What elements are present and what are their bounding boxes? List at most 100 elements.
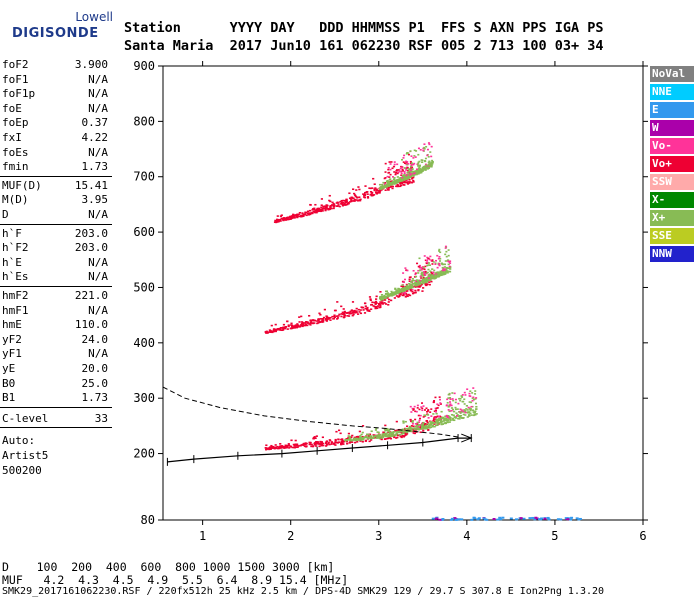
echo-mark [422, 169, 425, 171]
echo-mark [429, 277, 432, 280]
echo-mark [325, 207, 328, 209]
echo-mark [399, 178, 402, 180]
echo-mark [450, 407, 454, 409]
echo-mark [409, 150, 412, 153]
echo-mark [421, 424, 424, 427]
echo-mark [279, 446, 282, 448]
echo-mark [440, 410, 443, 413]
echo-mark [375, 427, 378, 430]
echo-mark [409, 287, 412, 290]
echo-mark [391, 432, 394, 434]
echo-mark [311, 322, 314, 324]
echo-mark [432, 422, 436, 424]
echo-mark [455, 412, 458, 415]
echo-mark [461, 394, 464, 396]
echo-mark [395, 437, 398, 439]
echo-mark [421, 170, 424, 172]
echo-mark [437, 275, 441, 278]
echo-mark [436, 407, 439, 409]
echo-mark [269, 447, 273, 449]
echo-mark [444, 268, 447, 270]
echo-mark [391, 180, 395, 183]
echo-mark [427, 264, 430, 266]
echo-mark [292, 325, 295, 328]
echo-mark [433, 517, 437, 520]
echo-mark [419, 168, 422, 170]
echo-mark [392, 291, 396, 294]
echo-mark [438, 262, 441, 265]
echo-mark [427, 410, 430, 412]
echo-mark [417, 173, 420, 175]
echo-mark [379, 433, 382, 436]
echo-mark [438, 256, 441, 258]
echo-mark [425, 165, 429, 167]
echo-mark [406, 177, 409, 179]
echo-mark [393, 182, 396, 185]
echo-mark [439, 273, 442, 275]
echo-mark [403, 176, 406, 179]
echo-mark [413, 162, 416, 165]
echo-mark [390, 290, 393, 293]
echo-mark [391, 294, 394, 296]
echo-mark [409, 173, 412, 175]
echo-mark [391, 187, 394, 190]
echo-mark [311, 211, 314, 214]
echo-mark [359, 439, 363, 441]
echo-mark [401, 289, 405, 292]
echo-mark [384, 186, 387, 188]
echo-mark [278, 328, 281, 331]
legend-item-x: X- [650, 192, 694, 208]
echo-mark [449, 518, 453, 521]
echo-mark [429, 420, 432, 423]
echo-mark [433, 416, 436, 418]
echo-mark [401, 294, 404, 297]
echo-mark [430, 274, 433, 277]
echo-mark [390, 299, 393, 302]
param-name: h`F2 [2, 241, 29, 255]
echo-mark [342, 316, 345, 319]
echo-mark [348, 197, 352, 200]
echo-mark [445, 415, 448, 418]
echo-mark [378, 187, 382, 190]
echo-mark [384, 185, 387, 188]
echo-mark [515, 518, 519, 521]
echo-mark [326, 208, 329, 210]
echo-mark [413, 405, 416, 408]
echo-mark [397, 180, 400, 182]
echo-mark [387, 301, 390, 303]
echo-mark [363, 302, 367, 304]
echo-mark [317, 318, 320, 321]
echo-mark [294, 214, 297, 216]
echo-mark [408, 285, 411, 288]
echo-mark [427, 164, 430, 167]
echo-mark [426, 277, 429, 279]
echo-mark [428, 277, 431, 280]
echo-mark [422, 277, 425, 279]
echo-mark [393, 182, 396, 184]
echo-mark [441, 263, 444, 265]
echo-mark [410, 420, 413, 423]
echo-mark [353, 436, 356, 439]
y-tick-label: 500 [133, 280, 155, 294]
param-he: h`E N/A [2, 256, 108, 270]
echo-mark [438, 274, 441, 277]
echo-mark [419, 426, 422, 429]
echo-mark [416, 170, 419, 173]
echo-mark [302, 214, 305, 216]
echo-mark [433, 277, 436, 279]
echo-mark [421, 402, 424, 404]
echo-mark [332, 317, 336, 320]
echo-mark [370, 194, 373, 197]
echo-mark [337, 202, 340, 204]
echo-mark [304, 443, 307, 446]
echo-mark [398, 295, 401, 298]
echo-mark [407, 430, 410, 432]
echo-mark [418, 168, 422, 171]
echo-mark [399, 179, 402, 182]
echo-mark [434, 263, 437, 265]
echo-mark [408, 285, 411, 288]
echo-mark [298, 316, 301, 318]
echo-mark [389, 182, 392, 184]
echo-mark [374, 301, 378, 303]
echo-mark [395, 180, 398, 183]
